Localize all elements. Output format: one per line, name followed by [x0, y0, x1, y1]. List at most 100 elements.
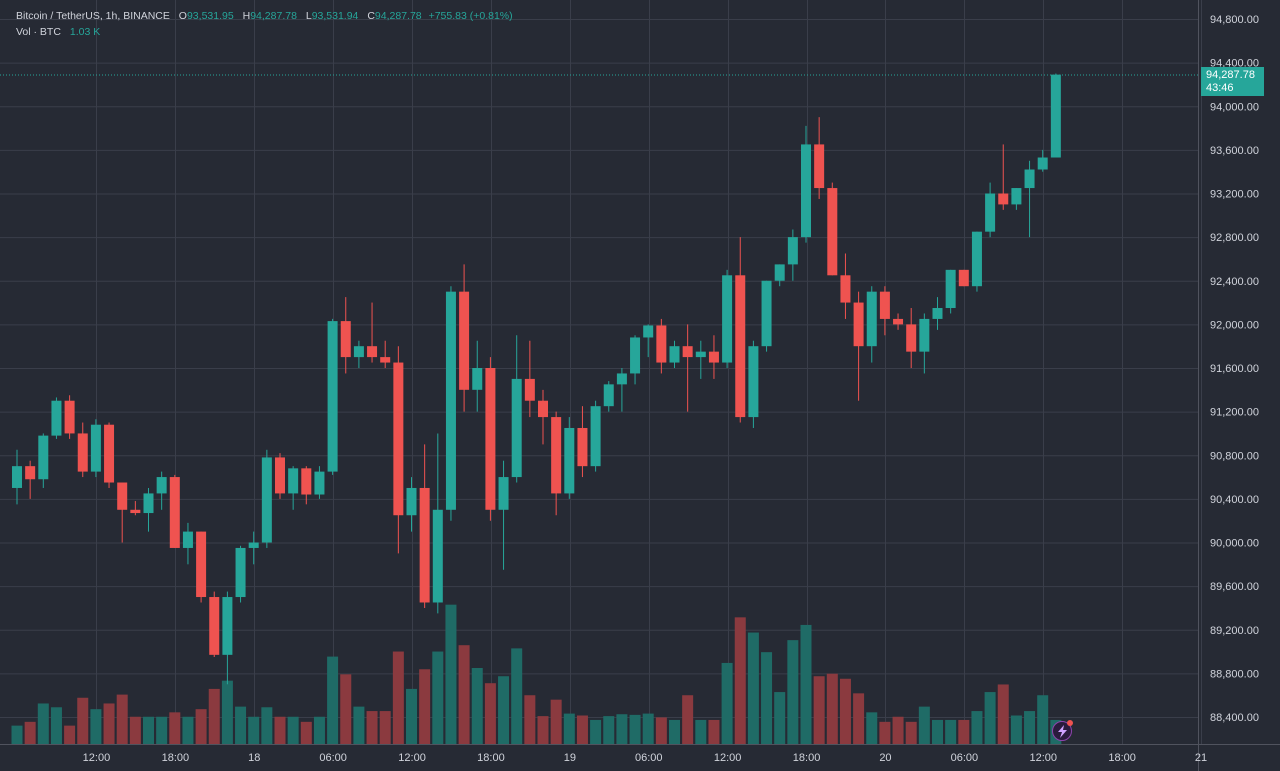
candle[interactable]	[380, 340, 391, 368]
candle[interactable]	[261, 449, 272, 548]
candle[interactable]	[879, 286, 890, 336]
candle[interactable]	[708, 335, 719, 379]
candle[interactable]	[90, 419, 101, 478]
candle[interactable]	[1024, 160, 1035, 238]
candle[interactable]	[459, 264, 470, 412]
candle[interactable]	[551, 411, 562, 516]
candle[interactable]	[958, 269, 969, 287]
candle[interactable]	[77, 422, 88, 478]
candle[interactable]	[669, 340, 680, 368]
candle[interactable]	[156, 471, 167, 510]
candle[interactable]	[787, 229, 798, 281]
candle[interactable]	[222, 591, 233, 685]
candle-body	[761, 280, 772, 347]
candle[interactable]	[314, 466, 325, 499]
lightning-bolt-icon[interactable]	[1052, 720, 1073, 741]
candle-body	[235, 547, 246, 598]
candle[interactable]	[445, 286, 456, 521]
candle[interactable]	[577, 406, 588, 478]
candle[interactable]	[761, 280, 772, 352]
candle[interactable]	[511, 335, 522, 483]
candle[interactable]	[590, 400, 601, 472]
candle[interactable]	[630, 335, 641, 385]
candle-body	[485, 368, 496, 510]
candle-body	[314, 471, 325, 495]
candle[interactable]	[866, 286, 877, 363]
volume-bar	[984, 692, 996, 744]
candle-body	[893, 318, 904, 325]
candle[interactable]	[275, 453, 285, 499]
candle[interactable]	[143, 487, 154, 532]
candle[interactable]	[748, 340, 759, 428]
candle[interactable]	[932, 297, 943, 330]
candle[interactable]	[340, 297, 351, 374]
candle[interactable]	[301, 466, 312, 505]
price-axis[interactable]: 94,800.00 94,400.00 94,000.00 93,600.00 93,2…	[1210, 14, 1259, 724]
candle[interactable]	[51, 397, 62, 439]
candle[interactable]	[104, 422, 115, 488]
candle[interactable]	[998, 144, 1009, 210]
candle[interactable]	[906, 308, 917, 368]
candle[interactable]	[327, 318, 338, 475]
candle[interactable]	[182, 522, 193, 565]
candle[interactable]	[12, 449, 22, 505]
candle[interactable]	[656, 318, 667, 374]
candle[interactable]	[1037, 149, 1048, 172]
candle[interactable]	[603, 381, 614, 412]
candle[interactable]	[130, 501, 141, 516]
candle[interactable]	[25, 460, 36, 499]
candle[interactable]	[945, 269, 956, 314]
candle[interactable]	[196, 531, 207, 603]
candle[interactable]	[853, 291, 864, 401]
symbol-legend[interactable]: Bitcoin / TetherUS, 1h, BINANCE O93,531.…	[16, 10, 513, 22]
candle[interactable]	[367, 302, 378, 363]
candle[interactable]	[827, 182, 838, 276]
candle-body	[209, 597, 220, 655]
candle[interactable]	[209, 591, 220, 658]
candle[interactable]	[801, 125, 811, 243]
candle[interactable]	[1011, 188, 1022, 210]
volume-bar	[484, 683, 496, 744]
candle[interactable]	[498, 460, 509, 570]
candle[interactable]	[564, 417, 575, 499]
candle[interactable]	[485, 357, 496, 521]
candle[interactable]	[393, 346, 404, 554]
volume-bar	[366, 711, 378, 744]
candle-body	[682, 346, 693, 358]
candle[interactable]	[38, 433, 49, 488]
candle[interactable]	[353, 340, 364, 368]
candle[interactable]	[248, 531, 259, 565]
candle[interactable]	[735, 237, 746, 423]
candle[interactable]	[472, 340, 483, 412]
candle[interactable]	[538, 389, 548, 445]
candle[interactable]	[774, 264, 785, 287]
candle[interactable]	[919, 313, 930, 374]
candle[interactable]	[643, 324, 654, 358]
candle[interactable]	[971, 231, 982, 292]
candle[interactable]	[1050, 73, 1061, 158]
symbol-title: Bitcoin / TetherUS, 1h, BINANCE	[16, 10, 170, 22]
candle[interactable]	[169, 474, 180, 548]
candle[interactable]	[117, 482, 128, 543]
candle[interactable]	[985, 182, 996, 238]
volume-bar	[695, 719, 707, 744]
volume-bar	[708, 719, 720, 744]
candle[interactable]	[432, 433, 443, 614]
candle[interactable]	[840, 253, 851, 319]
candle[interactable]	[288, 466, 299, 510]
candle[interactable]	[524, 340, 535, 418]
candle[interactable]	[406, 477, 417, 532]
candle[interactable]	[419, 444, 430, 608]
candle[interactable]	[616, 368, 627, 412]
candle[interactable]	[893, 313, 904, 330]
candle[interactable]	[722, 269, 733, 368]
candle[interactable]	[695, 340, 706, 379]
candle[interactable]	[814, 117, 825, 199]
volume-legend[interactable]: Vol · BTC 1.03 K	[16, 26, 100, 38]
candle[interactable]	[235, 545, 246, 603]
candle[interactable]	[682, 324, 693, 412]
candle[interactable]	[64, 395, 75, 439]
time-axis[interactable]: 12:00 18:00 18 06:00 12:00 18:00 19 06:00 12:00 1…	[83, 752, 1207, 764]
